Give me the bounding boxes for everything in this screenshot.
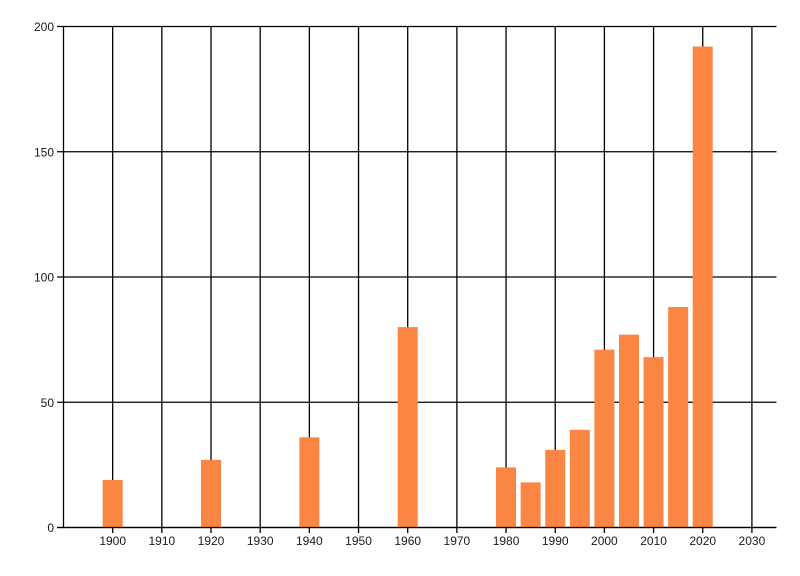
x-tick-label-1960: 1960	[394, 534, 421, 548]
x-tick-label-1970: 1970	[444, 534, 471, 548]
x-tick-label-1920: 1920	[198, 534, 225, 548]
x-tick-label-1940: 1940	[296, 534, 323, 548]
y-tick-label-0: 0	[47, 521, 54, 535]
x-tick-label-1910: 1910	[148, 534, 175, 548]
y-tick-label-50: 50	[41, 396, 55, 410]
bar-1940	[299, 437, 320, 528]
x-tick-label-1950: 1950	[345, 534, 372, 548]
bar-1920	[201, 459, 222, 528]
x-tick-label-1990: 1990	[542, 534, 569, 548]
bar-1985	[520, 482, 541, 528]
bar-1980	[496, 467, 517, 528]
bar-2015	[668, 307, 689, 528]
y-tick-label-150: 150	[34, 145, 54, 159]
bar-1900	[102, 479, 123, 528]
bar-1960	[397, 327, 418, 528]
x-tick-label-2020: 2020	[689, 534, 716, 548]
bar-2020	[692, 46, 713, 528]
x-tick-label-2010: 2010	[640, 534, 667, 548]
x-tick-label-1930: 1930	[247, 534, 274, 548]
x-tick-label-1900: 1900	[99, 534, 126, 548]
x-tick-label-2000: 2000	[591, 534, 618, 548]
bar-1995	[569, 429, 590, 528]
bar-2005	[618, 334, 639, 528]
bar-2000	[594, 349, 615, 528]
y-tick-label-200: 200	[34, 20, 54, 34]
x-tick-label-2030: 2030	[739, 534, 766, 548]
bar-2010	[643, 357, 664, 528]
bar-1990	[545, 449, 566, 528]
x-tick-label-1980: 1980	[493, 534, 520, 548]
y-tick-label-100: 100	[34, 271, 54, 285]
